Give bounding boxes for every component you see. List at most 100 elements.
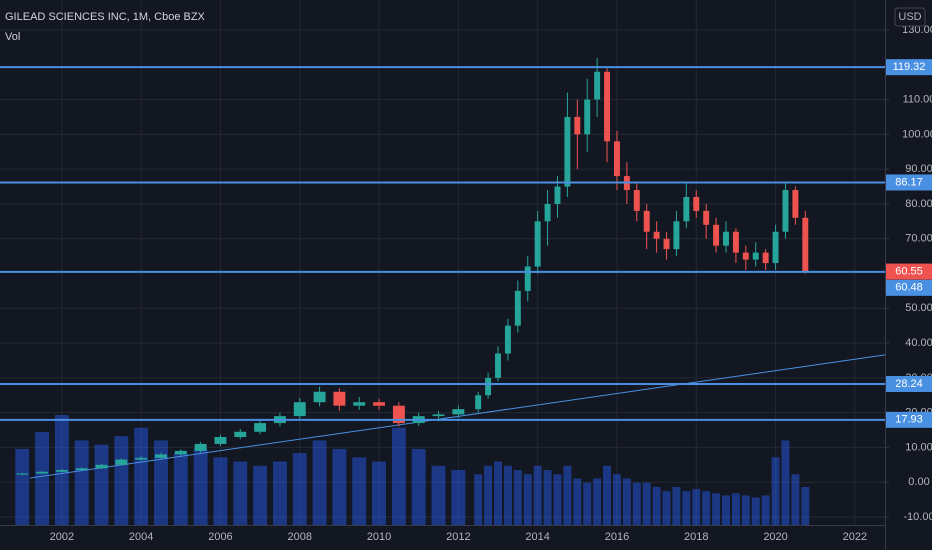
x-tick-label: 2006	[208, 531, 232, 543]
y-tick-label: -10.00	[903, 511, 932, 523]
volume-bar	[702, 491, 711, 525]
candle-body	[514, 290, 521, 326]
last-price-box	[886, 263, 932, 280]
volume-bar	[391, 427, 406, 525]
candle-body	[115, 459, 128, 465]
volume-bar	[652, 486, 661, 525]
candle-body	[234, 431, 247, 437]
chart-title: GILEAD SCIENCES INC, 1M, Cboe BZX	[5, 11, 206, 23]
volume-label: Vol	[5, 31, 20, 43]
candle-body	[564, 116, 571, 187]
candle-body	[643, 210, 650, 232]
volume-bar	[474, 474, 483, 525]
volume-bar	[603, 465, 612, 525]
candle-body	[353, 402, 366, 406]
volume-bar	[612, 474, 621, 525]
volume-bar	[682, 491, 691, 525]
x-tick-label: 2010	[367, 531, 391, 543]
volume-bar	[622, 478, 631, 525]
volume-bar	[213, 457, 228, 525]
candle-body	[534, 221, 541, 267]
volume-bar	[503, 465, 512, 525]
level-label-box	[886, 411, 932, 428]
candle-body	[504, 325, 511, 354]
candle-body	[452, 409, 465, 415]
volume-bar	[672, 486, 681, 525]
currency-label: USD	[898, 11, 921, 23]
y-tick-label: 80.00	[905, 198, 932, 210]
candle-body	[613, 141, 620, 177]
level-label: 86.17	[895, 176, 923, 188]
last-price-label: 60.55	[895, 265, 923, 277]
candle-body	[544, 203, 551, 222]
candle-body	[594, 71, 601, 100]
volume-bar	[15, 448, 30, 525]
currency-box	[894, 7, 926, 27]
x-tick-label: 2012	[446, 531, 470, 543]
volume-bar	[662, 491, 671, 525]
volume-bar	[642, 482, 651, 525]
candle-body	[673, 221, 680, 250]
y-tick-label: 110.00	[903, 93, 932, 105]
candle-body	[663, 238, 670, 250]
volume-bar	[352, 457, 367, 525]
volume-bar	[761, 495, 770, 525]
candle-body	[333, 391, 346, 406]
candle-body	[772, 231, 779, 264]
volume-bar	[533, 465, 542, 525]
candle-body	[373, 402, 386, 406]
candle-body	[762, 252, 769, 264]
candle-body	[752, 252, 759, 260]
candle-body	[95, 464, 108, 469]
candle-body	[723, 231, 729, 246]
volume-bar	[722, 495, 730, 525]
volume-bar	[74, 440, 89, 525]
y-tick-label: 130.00	[902, 24, 932, 36]
x-tick-label: 2016	[605, 531, 629, 543]
volume-bar	[573, 478, 582, 525]
candle-body	[135, 457, 148, 460]
candle-body	[742, 252, 749, 260]
volume-bar	[801, 486, 810, 525]
candle-body	[36, 471, 48, 474]
volume-bar	[411, 448, 426, 525]
volume-bar	[134, 427, 149, 525]
volume-bar	[332, 448, 347, 525]
volume-bar	[312, 440, 327, 525]
volume-bar	[583, 482, 592, 525]
candle-body	[792, 190, 799, 218]
volume-bar	[712, 493, 721, 525]
x-tick-label: 2020	[763, 531, 787, 543]
candle-body	[683, 196, 690, 222]
volume-bar	[741, 495, 750, 525]
level-label: 60.48	[895, 282, 923, 294]
volume-bar	[35, 431, 49, 525]
candle-body	[432, 414, 445, 417]
x-tick-label: 2022	[843, 531, 867, 543]
volume-bar	[94, 444, 109, 525]
volume-bar	[692, 489, 701, 525]
candle-body	[155, 454, 167, 458]
volume-bar	[233, 461, 248, 525]
candle-body	[392, 405, 405, 424]
volume-bar	[372, 461, 387, 525]
candle-body	[633, 190, 640, 211]
volume-bar	[593, 478, 602, 525]
y-tick-label: 0.00	[908, 476, 929, 488]
candle-body	[174, 450, 187, 455]
candle-body	[16, 473, 29, 475]
candle-body	[604, 71, 611, 142]
volume-bar	[431, 465, 446, 525]
trendline	[30, 354, 886, 479]
candle-body	[574, 116, 581, 135]
volume-bar	[553, 474, 562, 525]
volume-bar	[253, 465, 268, 525]
level-label: 17.93	[895, 414, 923, 426]
y-tick-label: 100.00	[902, 128, 932, 140]
candle-body	[313, 391, 326, 403]
volume-bar	[114, 436, 129, 525]
level-label-box	[886, 174, 932, 191]
candle-body	[732, 231, 739, 253]
